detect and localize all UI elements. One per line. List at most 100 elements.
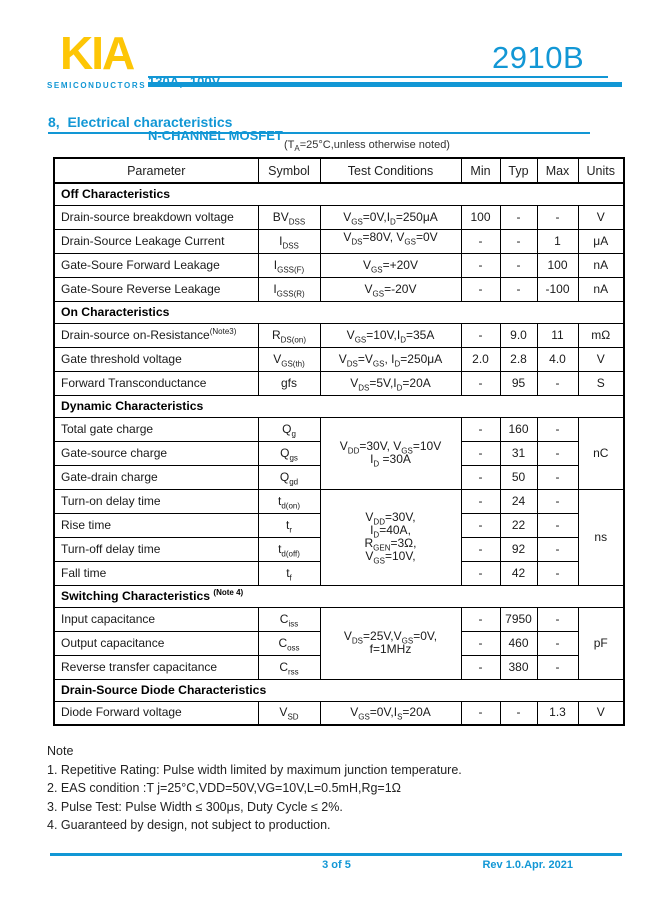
condition-cell: VGS=10V,ID=35A — [319, 322, 462, 348]
max-cell: -100 — [536, 276, 579, 302]
typ-cell: 42 — [499, 560, 538, 586]
min-cell: - — [460, 536, 501, 562]
table-row: Gate-drain charge Qgd -50- — [53, 464, 624, 490]
min-cell: - — [460, 322, 501, 348]
parameter-cell: Input capacitance — [53, 606, 259, 632]
part-number: 2910B — [492, 40, 585, 75]
condition-cell: VGS=-20V — [319, 276, 462, 302]
table-row: Turn-off delay time td(off) -92- — [53, 536, 624, 562]
header-rule-thin — [148, 76, 608, 78]
units-cell: mΩ — [577, 322, 625, 348]
units-cell: V — [577, 204, 625, 230]
page-indicator: 3 of 5 — [322, 859, 351, 871]
max-cell: - — [536, 654, 579, 680]
min-cell: - — [460, 228, 501, 254]
column-header-min: Min — [460, 157, 501, 184]
typ-cell: - — [499, 276, 538, 302]
symbol-cell: RDS(on) — [257, 322, 321, 348]
note-item: 1. Repetitive Rating: Pulse width limite… — [47, 762, 462, 777]
parameter-cell: Drain-Source Leakage Current — [53, 228, 259, 254]
parameter-cell: Turn-on delay time — [53, 488, 259, 514]
heading-underline — [48, 132, 590, 134]
column-header-parameter: Parameter — [53, 157, 259, 184]
parameter-cell: Forward Transconductance — [53, 370, 259, 396]
section-label: On Characteristics — [53, 300, 625, 324]
parameter-cell: Total gate charge — [53, 416, 259, 442]
symbol-cell: Coss — [257, 630, 321, 656]
min-cell: - — [460, 700, 501, 726]
condition-cell: VDS=25V,VGS=0V, f=1MHz — [319, 606, 462, 680]
table-body: Off Characteristics Drain-source breakdow… — [53, 182, 625, 726]
table-row: Turn-on delay time td(on) VDD=30V, ID=40A, R… — [53, 488, 625, 586]
table-condition-note: (TA=25°C,unless otherwise noted) — [284, 139, 450, 154]
symbol-cell: Ciss — [257, 606, 321, 632]
condition-cell: VDS=5V,ID=20A — [319, 370, 462, 396]
column-header-test-conditions: Test Conditions — [319, 157, 462, 184]
parameter-cell: Reverse transfer capacitance — [53, 654, 259, 680]
min-cell: - — [460, 370, 501, 396]
symbol-cell: BVDSS — [257, 204, 321, 230]
footer-rule — [50, 853, 622, 856]
parameter-cell: Fall time — [53, 560, 259, 586]
typ-cell: 31 — [499, 440, 538, 466]
typ-cell: 92 — [499, 536, 538, 562]
units-cell: ns — [577, 488, 625, 586]
section-row: Off Characteristics — [53, 182, 625, 206]
parameter-cell: Diode Forward voltage — [53, 700, 259, 726]
symbol-cell: td(on) — [257, 488, 321, 514]
units-cell: nA — [577, 252, 625, 278]
parameter-cell: Gate-drain charge — [53, 464, 259, 490]
kia-logo: KIA — [60, 27, 135, 79]
table-row: Diode Forward voltage VSD VGS=0V,IS=20A - -1… — [53, 700, 625, 726]
max-cell: 100 — [536, 252, 579, 278]
typ-cell: 7950 — [499, 606, 538, 632]
max-cell: - — [536, 370, 579, 396]
electrical-characteristics-table: Parameter Symbol Test Conditions Min Typ… — [53, 157, 625, 726]
min-cell: - — [460, 416, 501, 442]
symbol-cell: IDSS — [257, 228, 321, 254]
table-row: Input capacitance Ciss VDS=25V,VGS=0V, f=1M… — [53, 606, 625, 680]
condition-cell: VDD=30V, ID=40A, RGEN=3Ω, VGS=10V, — [319, 488, 462, 586]
symbol-cell: VGS(th) — [257, 346, 321, 372]
typ-cell: 2.8 — [499, 346, 538, 372]
symbol-cell: IGSS(R) — [257, 276, 321, 302]
condition-cell: VGS=0V,ID=250μA — [319, 204, 462, 230]
note-item: 4. Guaranteed by design, not subject to … — [47, 818, 331, 832]
max-cell: - — [536, 606, 579, 632]
note-item: 3. Pulse Test: Pulse Width ≤ 300μs, Duty… — [47, 799, 343, 814]
parameter-cell: Drain-source breakdown voltage — [53, 204, 259, 230]
units-cell: nC — [577, 416, 625, 490]
column-header-units: Units — [577, 157, 625, 184]
units-cell: V — [577, 700, 625, 726]
parameter-cell: Gate threshold voltage — [53, 346, 259, 372]
min-cell: - — [460, 276, 501, 302]
units-cell: μA — [577, 228, 625, 254]
table-row: Drain-Source Leakage Current IDSS VDS=80V,… — [53, 228, 625, 254]
typ-cell: 24 — [499, 488, 538, 514]
max-cell: - — [536, 440, 579, 466]
parameter-cell: Rise time — [53, 512, 259, 538]
section-heading: 8, Electrical characteristics — [48, 114, 233, 130]
condition-cell: VDS=VGS, ID=250μA — [319, 346, 462, 372]
section-row: Drain-Source Diode Characteristics — [53, 678, 625, 702]
table-row: Fall time tf -42- — [53, 560, 624, 586]
parameter-cell: Gate-source charge — [53, 440, 259, 466]
min-cell: - — [460, 464, 501, 490]
min-cell: - — [460, 440, 501, 466]
min-cell: 100 — [460, 204, 501, 230]
logo-subtext: SEMICONDUCTORS — [47, 81, 147, 90]
condition-cell: VGS=+20V — [319, 252, 462, 278]
max-cell: - — [536, 560, 579, 586]
column-header-symbol: Symbol — [257, 157, 321, 184]
column-header-typ: Typ — [499, 157, 538, 184]
typ-cell: - — [499, 228, 538, 254]
table-row: Gate threshold voltage VGS(th) VDS=VGS, ID… — [53, 346, 625, 372]
units-cell: V — [577, 346, 625, 372]
condition-cell: VGS=0V,IS=20A — [319, 700, 462, 726]
symbol-cell: tf — [257, 560, 321, 586]
units-cell: nA — [577, 276, 625, 302]
units-cell: pF — [577, 606, 625, 680]
max-cell: 11 — [536, 322, 579, 348]
max-cell: - — [536, 512, 579, 538]
typ-cell: 9.0 — [499, 322, 538, 348]
